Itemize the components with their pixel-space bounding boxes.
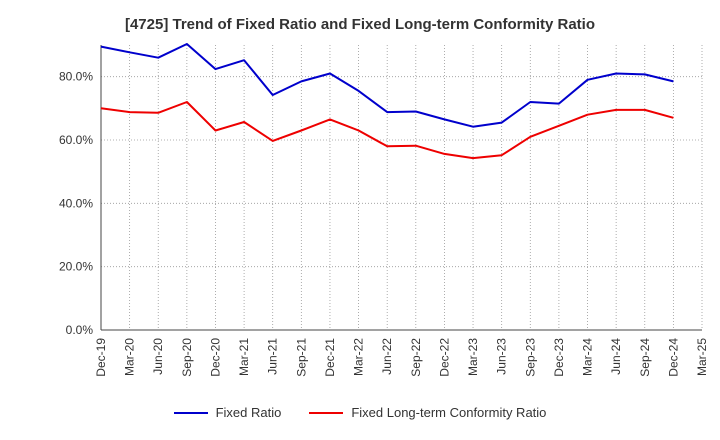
x-tick-label: Mar-23: [466, 338, 480, 376]
legend-item-conformity-ratio: Fixed Long-term Conformity Ratio: [309, 405, 546, 420]
x-tick-label: Jun-20: [151, 338, 165, 375]
x-tick-label: Jun-23: [495, 338, 509, 375]
plot-area: [101, 45, 702, 330]
x-tick-label: Dec-23: [552, 338, 566, 377]
y-tick-label: 60.0%: [59, 133, 93, 147]
x-tick-label: Mar-21: [237, 338, 251, 376]
y-tick-label: 0.0%: [66, 323, 94, 337]
x-tick-label: Mar-20: [123, 338, 137, 376]
legend: Fixed Ratio Fixed Long-term Conformity R…: [0, 405, 720, 420]
x-tick-label: Mar-22: [352, 338, 366, 376]
legend-swatch-fixed-ratio: [173, 411, 208, 414]
x-tick-label: Jun-22: [380, 338, 394, 375]
x-tick-label: Jun-24: [609, 338, 623, 375]
x-tick-label: Dec-24: [666, 338, 680, 377]
y-tick-label: 80.0%: [59, 70, 93, 84]
x-tick-label: Sep-20: [180, 338, 194, 377]
series-line-0: [100, 43, 674, 128]
x-tick-label: Sep-21: [294, 338, 308, 377]
legend-label-conformity-ratio: Fixed Long-term Conformity Ratio: [351, 405, 547, 420]
x-tick-label: Sep-22: [409, 338, 423, 377]
x-tick-label: Sep-23: [523, 338, 537, 377]
x-tick-label: Mar-24: [581, 338, 595, 376]
x-tick-label: Dec-20: [208, 338, 222, 377]
x-tick-label: Dec-19: [94, 338, 108, 377]
x-tick-label: Dec-22: [437, 338, 451, 377]
series-line-1: [100, 101, 674, 160]
y-tick-label: 40.0%: [59, 196, 93, 210]
legend-label-fixed-ratio: Fixed Ratio: [215, 405, 282, 420]
chart-title: [4725] Trend of Fixed Ratio and Fixed Lo…: [124, 16, 596, 33]
x-tick-label: Mar-25: [695, 338, 709, 376]
x-tick-label: Jun-21: [266, 338, 280, 375]
legend-swatch-conformity-ratio: [309, 411, 344, 414]
y-tick-label: 20.0%: [59, 260, 93, 274]
legend-item-fixed-ratio: Fixed Ratio: [173, 405, 282, 420]
x-tick-label: Dec-21: [323, 338, 337, 377]
x-tick-label: Sep-24: [638, 338, 652, 377]
